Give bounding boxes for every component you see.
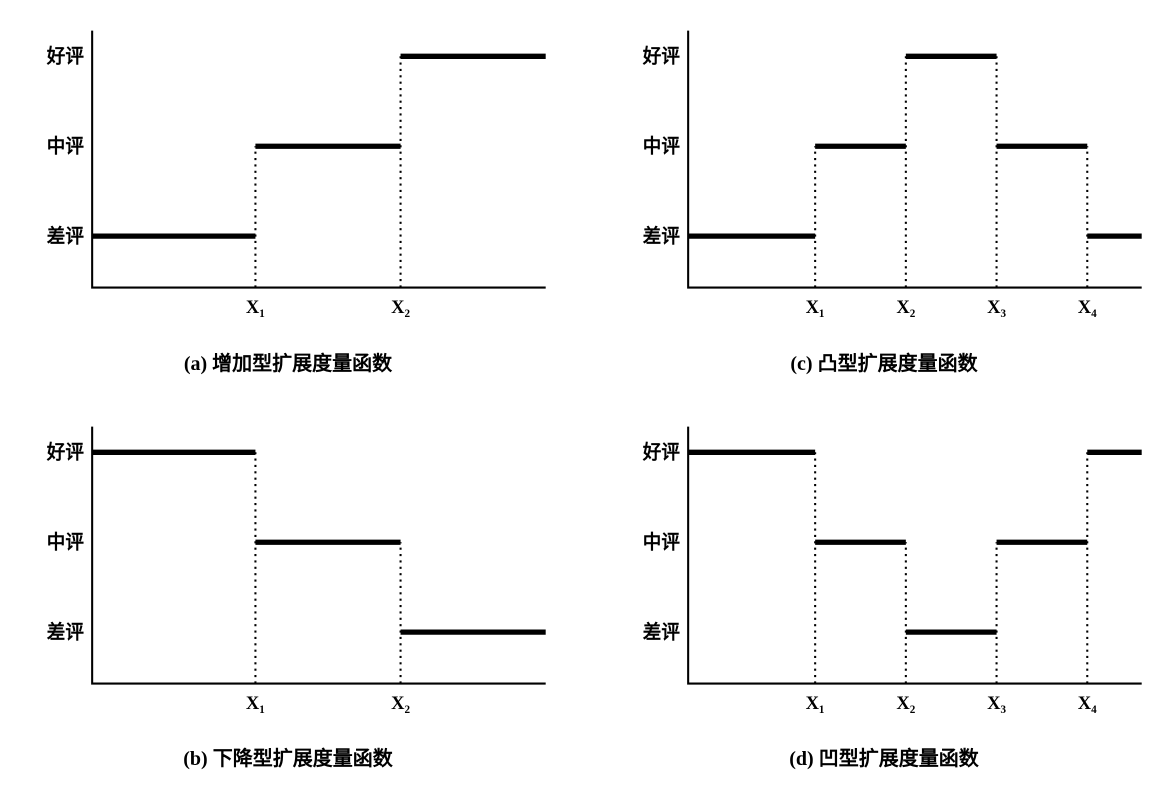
y-tick-label: 中评 xyxy=(643,134,680,157)
y-tick-label: 好评 xyxy=(642,44,680,67)
figure-grid: 好评中评差评X₁X₂(a) 增加型扩展度量函数好评中评差评X₁X₂X₃X₄(c)… xyxy=(0,0,1172,791)
step-chart-c: 好评中评差评 X₁ X₂ X₃ X₄ xyxy=(616,20,1152,339)
panel-b: 好评中评差评 X₁ X₂ (b) 下降型扩展度量函数 xyxy=(20,416,556,772)
caption-a: (a) 增加型扩展度量函数 xyxy=(184,347,392,376)
y-tick-label: 差评 xyxy=(643,224,680,247)
x-tick-label: X₄ xyxy=(1078,692,1097,713)
x-tick-label: X₁ xyxy=(806,297,825,318)
caption-d: (d) 凹型扩展度量函数 xyxy=(789,742,978,771)
y-tick-label: 差评 xyxy=(643,620,680,643)
x-tick-label: X₂ xyxy=(896,297,915,318)
y-tick-label: 好评 xyxy=(642,440,680,463)
x-tick-label: X₂ xyxy=(391,297,410,318)
plot-b: 好评中评差评 X₁ X₂ xyxy=(20,416,556,735)
caption-b: (b) 下降型扩展度量函数 xyxy=(183,742,392,771)
x-tick-label: X₂ xyxy=(896,692,915,713)
panel-a: 好评中评差评 X₁ X₂ (a) 增加型扩展度量函数 xyxy=(20,20,556,376)
panel-d: 好评中评差评 X₁ X₂ X₃ X₄ (d) 凹型扩展度量函数 xyxy=(616,416,1152,772)
y-tick-label: 差评 xyxy=(47,224,84,247)
axes xyxy=(688,426,1142,683)
step-chart-b: 好评中评差评 X₁ X₂ xyxy=(20,416,556,735)
x-tick-label: X₂ xyxy=(391,692,410,713)
panel-c: 好评中评差评 X₁ X₂ X₃ X₄ (c) 凸型扩展度量函数 xyxy=(616,20,1152,376)
plot-d: 好评中评差评 X₁ X₂ X₃ X₄ xyxy=(616,416,1152,735)
x-tick-label: X₁ xyxy=(246,297,265,318)
y-tick-label: 中评 xyxy=(47,530,84,553)
axes xyxy=(92,31,546,288)
y-tick-label: 中评 xyxy=(643,530,680,553)
axes xyxy=(688,31,1142,288)
x-tick-label: X₄ xyxy=(1078,297,1097,318)
x-tick-label: X₃ xyxy=(987,297,1006,318)
x-tick-label: X₃ xyxy=(987,692,1006,713)
y-tick-label: 差评 xyxy=(47,620,84,643)
caption-c: (c) 凸型扩展度量函数 xyxy=(790,347,977,376)
x-tick-label: X₁ xyxy=(246,692,265,713)
plot-a: 好评中评差评 X₁ X₂ xyxy=(20,20,556,339)
x-tick-label: X₁ xyxy=(806,692,825,713)
y-tick-label: 好评 xyxy=(46,44,84,67)
step-chart-d: 好评中评差评 X₁ X₂ X₃ X₄ xyxy=(616,416,1152,735)
y-tick-label: 好评 xyxy=(46,440,84,463)
axes xyxy=(92,426,546,683)
plot-c: 好评中评差评 X₁ X₂ X₃ X₄ xyxy=(616,20,1152,339)
y-tick-label: 中评 xyxy=(47,134,84,157)
step-chart-a: 好评中评差评 X₁ X₂ xyxy=(20,20,556,339)
